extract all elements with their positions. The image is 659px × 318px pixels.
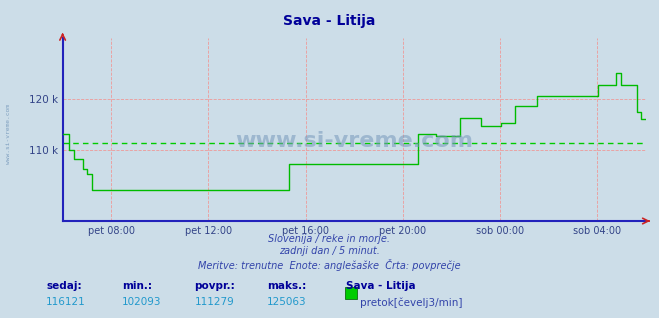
Text: Sava - Litija: Sava - Litija <box>346 281 416 291</box>
Text: pretok[čevelj3/min]: pretok[čevelj3/min] <box>360 297 463 308</box>
Text: 116121: 116121 <box>46 297 86 307</box>
Text: Meritve: trenutne  Enote: anglešaške  Črta: povprečje: Meritve: trenutne Enote: anglešaške Črta… <box>198 259 461 271</box>
Text: Sava - Litija: Sava - Litija <box>283 14 376 28</box>
Text: povpr.:: povpr.: <box>194 281 235 291</box>
Text: www.si-vreme.com: www.si-vreme.com <box>235 131 473 150</box>
Text: 125063: 125063 <box>267 297 306 307</box>
Text: 102093: 102093 <box>122 297 161 307</box>
Text: zadnji dan / 5 minut.: zadnji dan / 5 minut. <box>279 246 380 256</box>
Text: 111279: 111279 <box>194 297 234 307</box>
Text: min.:: min.: <box>122 281 152 291</box>
Text: sedaj:: sedaj: <box>46 281 82 291</box>
Text: www.si-vreme.com: www.si-vreme.com <box>6 104 11 163</box>
Text: Slovenija / reke in morje.: Slovenija / reke in morje. <box>268 234 391 244</box>
Text: maks.:: maks.: <box>267 281 306 291</box>
